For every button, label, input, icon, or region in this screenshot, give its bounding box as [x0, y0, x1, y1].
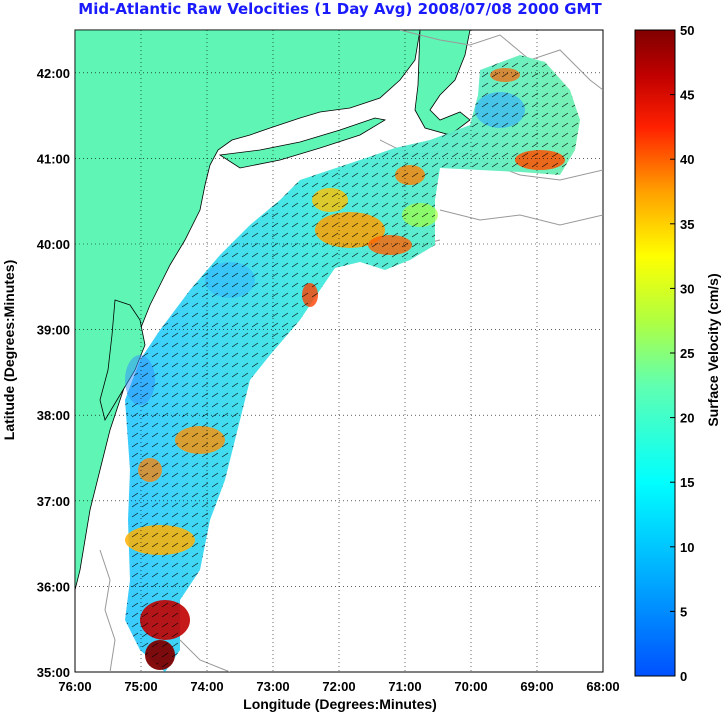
lon-tick-label: 74:00: [190, 679, 223, 694]
colorbar-tick-label: 0: [680, 669, 687, 684]
lat-tick-label: 36:00: [37, 579, 70, 594]
longitude-ticks: 76:00 75:00 74:00 73:00 72:00 71:00 70:00 69:00…: [58, 679, 619, 694]
lat-tick-label: 39:00: [37, 323, 70, 338]
lon-tick-label: 72:00: [322, 679, 355, 694]
map-grid: [75, 30, 603, 672]
cape-cod: [414, 30, 471, 136]
lon-tick-label: 68:00: [586, 679, 619, 694]
colorbar-tick-label: 15: [680, 475, 694, 490]
map-title: Mid-Atlantic Raw Velocities (1 Day Avg) …: [78, 0, 602, 18]
lon-tick-label: 69:00: [520, 679, 553, 694]
lat-tick-label: 41:00: [37, 151, 70, 166]
lat-tick-label: 35:00: [37, 665, 70, 680]
lon-tick-label: 73:00: [256, 679, 289, 694]
delmarva-peninsula: [99, 299, 146, 422]
latitude-ticks: 42:00 41:00 40:00 39:00 38:00 37:00 36:00 35:00: [37, 66, 70, 680]
y-axis-label: Latitude (Degrees:Minutes): [1, 260, 17, 440]
lon-tick-label: 70:00: [454, 679, 487, 694]
colorbar-tick-label: 50: [680, 23, 694, 38]
lon-tick-label: 75:00: [124, 679, 157, 694]
colorbar-tick-label: 35: [680, 217, 694, 232]
x-axis-label: Longitude (Degrees:Minutes): [243, 696, 437, 712]
colorbar-tick-label: 20: [680, 411, 694, 426]
lat-tick-label: 40:00: [37, 237, 70, 252]
lon-tick-label: 76:00: [58, 679, 91, 694]
colorbar-tick-label: 40: [680, 152, 694, 167]
long-island: [218, 117, 387, 169]
lat-tick-label: 37:00: [37, 494, 70, 509]
velocity-arrows: [125, 55, 580, 672]
colorbar-tick-label: 10: [680, 540, 694, 555]
colorbar: [634, 29, 676, 677]
lat-tick-label: 42:00: [37, 66, 70, 81]
colorbar-tick-label: 30: [680, 281, 694, 296]
colorbar-tick-label: 25: [680, 346, 694, 361]
lon-tick-label: 71:00: [388, 679, 421, 694]
colorbar-tick-label: 45: [680, 88, 694, 103]
colorbar-tick-label: 5: [680, 604, 687, 619]
colorbar-label: Surface Velocity (cm/s): [705, 273, 721, 426]
land-mass: [75, 30, 421, 591]
lat-tick-label: 38:00: [37, 408, 70, 423]
